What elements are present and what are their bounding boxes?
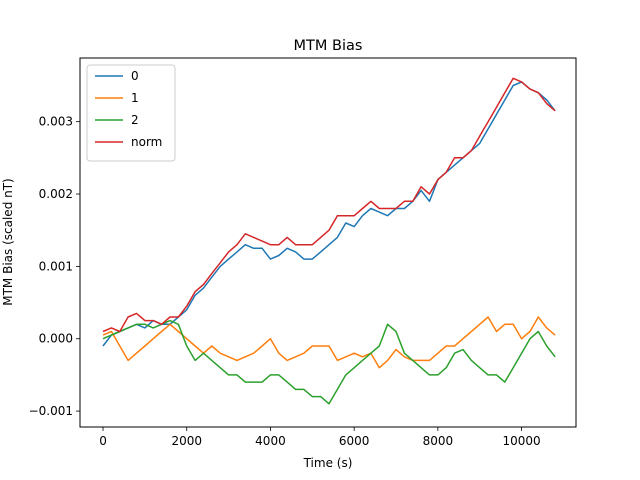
legend-label-1: 1 bbox=[131, 91, 139, 105]
y-tick-label: 0.002 bbox=[39, 187, 73, 201]
series-line-2 bbox=[102, 319, 556, 405]
legend: 0 1 2 norm bbox=[86, 64, 176, 162]
y-tick-label: 0.001 bbox=[39, 259, 73, 273]
x-tick-label: 10000 bbox=[502, 434, 540, 448]
series-layer bbox=[102, 77, 556, 405]
legend-label-norm: norm bbox=[131, 135, 162, 149]
legend-box bbox=[86, 64, 176, 162]
legend-label-2: 2 bbox=[131, 113, 139, 127]
x-tick-label: 8000 bbox=[423, 434, 454, 448]
y-tick-label: 0.003 bbox=[39, 115, 73, 129]
chart-title: MTM Bias bbox=[294, 38, 363, 54]
legend-label-0: 0 bbox=[131, 69, 139, 83]
x-axis: 0 2000 4000 6000 8000 10000 bbox=[99, 427, 541, 448]
y-tick-label: 0.000 bbox=[39, 332, 73, 346]
x-axis-title: Time (s) bbox=[303, 456, 353, 470]
x-tick-label: 4000 bbox=[255, 434, 286, 448]
y-axis-title: MTM Bias (scaled nT) bbox=[1, 178, 15, 306]
series-line-norm bbox=[102, 77, 556, 333]
x-tick-label: 6000 bbox=[339, 434, 370, 448]
plot-area-frame bbox=[79, 57, 577, 428]
x-tick-label: 2000 bbox=[171, 434, 202, 448]
x-tick-label: 0 bbox=[99, 434, 107, 448]
y-tick-label: −0.001 bbox=[29, 404, 73, 418]
series-line-1 bbox=[102, 316, 556, 369]
y-axis: −0.001 0.000 0.001 0.002 0.003 bbox=[29, 115, 80, 418]
